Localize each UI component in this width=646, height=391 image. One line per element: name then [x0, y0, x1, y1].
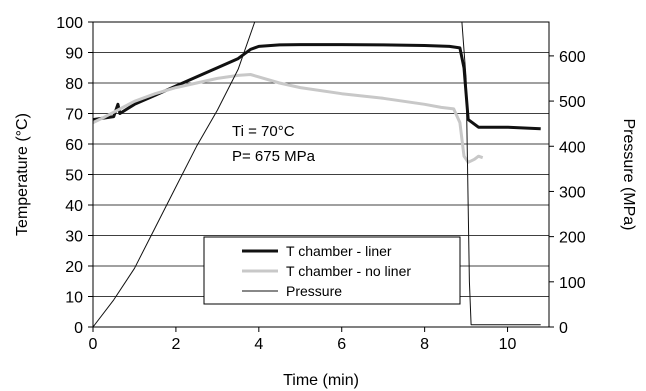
y-right-tick-label: 0 [559, 320, 568, 337]
y-right-tick-label: 100 [559, 275, 586, 292]
y-left-tick-label: 60 [65, 137, 83, 154]
x-tick-label: 6 [337, 336, 346, 353]
legend: T chamber - liner T chamber - no liner P… [203, 236, 461, 305]
x-tick-label: 2 [171, 336, 180, 353]
y-left-tick-label: 30 [65, 229, 83, 246]
y-left-tick-label: 20 [65, 259, 83, 276]
y-axis-left-label: Temperature (°C) [14, 113, 31, 236]
legend-label-liner: T chamber - liner [286, 243, 392, 259]
x-tick-label: 4 [254, 336, 263, 353]
y-right-tick-label: 300 [559, 184, 586, 201]
annotation-pressure: P= 675 MPa [232, 148, 316, 165]
y-axis-right-label: Pressure (MPa) [620, 118, 637, 230]
y-left-tick-label: 90 [65, 46, 83, 63]
x-tick-label: 0 [89, 336, 98, 353]
y-right-tick-label: 600 [559, 49, 586, 66]
y-right-tick-label: 400 [559, 139, 586, 156]
legend-label-no-liner: T chamber - no liner [286, 263, 411, 279]
y-left-tick-label: 0 [74, 320, 83, 337]
y-left-tick-label: 100 [56, 15, 83, 32]
grid-lines [93, 52, 549, 297]
y-left-tick-label: 70 [65, 107, 83, 124]
annotation-initial-temp: Ti = 70°C [232, 123, 295, 140]
series-line-liner [92, 43, 541, 131]
series-layer [92, 21, 541, 328]
legend-label-pressure: Pressure [286, 283, 342, 299]
y-right-tick-label: 500 [559, 94, 586, 111]
tick-labels: 0 2 4 6 8 10010203040506070809010001002003004… [56, 15, 586, 353]
y-left-tick-label: 50 [65, 168, 83, 185]
series-line-no-liner [92, 73, 484, 164]
x-tick-label: 8 [420, 336, 429, 353]
series-line-pressure [92, 21, 541, 328]
x-axis-label: Time (min) [283, 372, 359, 389]
y-left-tick-label: 80 [65, 76, 83, 93]
x-tick-label: 10 [499, 336, 517, 353]
y-left-tick-label: 10 [65, 290, 83, 307]
y-right-tick-label: 200 [559, 230, 586, 247]
y-left-tick-label: 40 [65, 198, 83, 215]
